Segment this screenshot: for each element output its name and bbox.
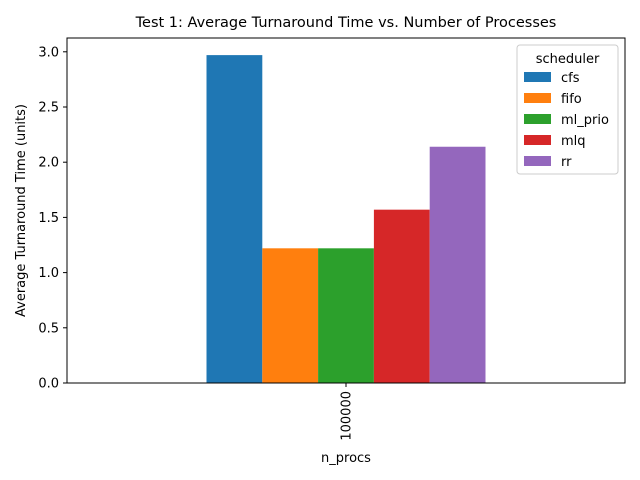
x-tick-label: 100000 [340,391,355,441]
y-axis-label: Average Turnaround Time (units) [14,104,29,317]
legend-label-mlq: mlq [561,134,586,149]
y-tick-label: 2.0 [38,156,59,171]
y-tick-label: 3.0 [38,45,59,60]
bar-fifo [262,248,319,383]
legend-label-rr: rr [561,155,572,170]
legend-title: scheduler [536,52,600,67]
legend-swatch-fifo [524,93,551,103]
chart-title: Test 1: Average Turnaround Time vs. Numb… [135,15,557,31]
y-tick-label: 0.0 [38,377,59,392]
y-tick-label: 1.5 [38,211,59,226]
x-axis: 100000 [340,383,355,441]
bar-mlq [373,209,430,383]
y-tick-label: 2.5 [38,101,59,116]
legend-swatch-rr [524,156,551,166]
y-tick-label: 1.0 [38,266,59,281]
legend-swatch-cfs [524,72,551,82]
legend-label-ml_prio: ml_prio [561,113,609,128]
y-axis: 0.0 0.5 1.0 1.5 2.0 2.5 3.0 [38,45,67,392]
bars-group [206,55,486,384]
legend-swatch-mlq [524,135,551,145]
legend-swatch-ml_prio [524,114,551,124]
y-tick-label: 0.5 [38,321,59,336]
bar-cfs [206,55,263,384]
bar-rr [429,146,486,383]
legend-label-fifo: fifo [561,92,582,107]
bar-ml_prio [318,248,374,383]
legend-label-cfs: cfs [561,71,580,86]
x-axis-label: n_procs [321,451,371,466]
